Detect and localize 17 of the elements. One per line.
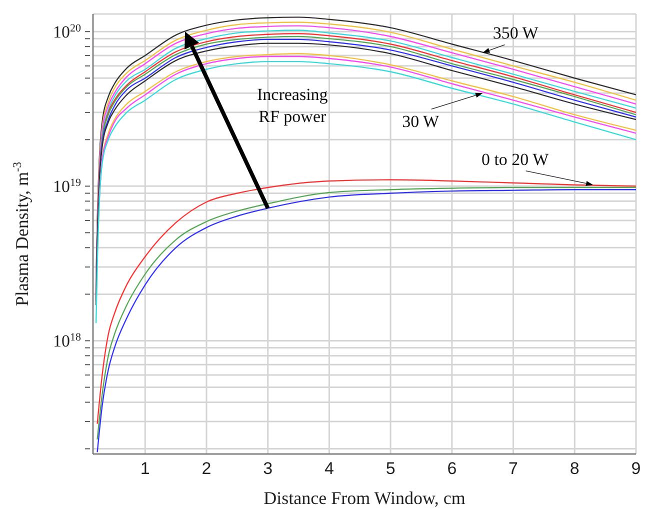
annotation: Increasing RF power — [257, 85, 328, 126]
x-tick-label: 7 — [508, 459, 518, 478]
annotation: 350 W — [492, 24, 540, 43]
x-tick-label: 9 — [631, 459, 641, 478]
y-tick-label: 10$^{20}$ — [53, 22, 82, 42]
annotation: 30 W — [402, 112, 440, 132]
x-tick-label: 3 — [263, 459, 273, 478]
x-tick-label: 2 — [202, 459, 212, 478]
x-tick-label: 4 — [324, 459, 334, 478]
x-tick-label: 5 — [386, 459, 396, 478]
y-tick-label: 10$^{18}$ — [53, 332, 82, 351]
x-tick-label: 8 — [570, 459, 580, 478]
x-axis-title: Distance From Window, cm — [264, 488, 466, 508]
x-tick-label: 6 — [447, 459, 457, 478]
x-tick-label: 1 — [140, 459, 150, 478]
y-tick-label: 10$^{19}$ — [53, 177, 82, 196]
annotation: 0 to 20 W — [481, 150, 550, 169]
